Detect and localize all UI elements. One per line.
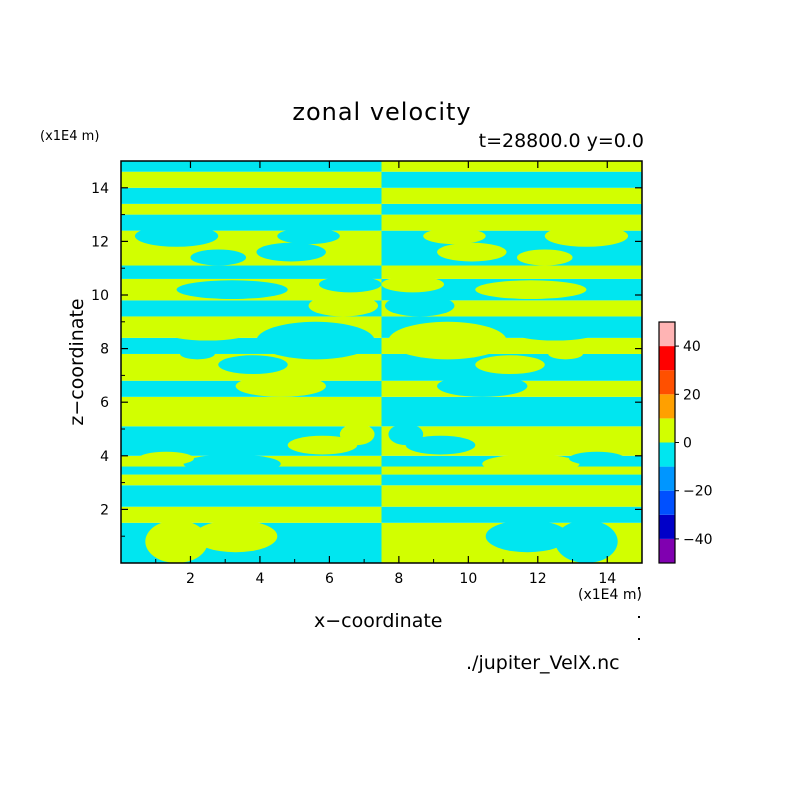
field-blob: [166, 324, 250, 341]
field-band-right: [381, 265, 642, 279]
field-blob: [544, 225, 629, 247]
field-blob: [384, 295, 455, 317]
colorbar-level: [659, 538, 675, 563]
x-tick-label: 10: [459, 571, 477, 587]
plot-frame: [120, 160, 643, 564]
x-tick-label: 14: [598, 571, 616, 587]
field-blob: [482, 454, 580, 474]
field-band-left: [121, 161, 382, 172]
field-band-right: [381, 485, 642, 507]
y-tick-label: 12: [91, 234, 109, 250]
field-blob: [475, 280, 587, 300]
field-band-left: [121, 171, 382, 188]
field-blob: [277, 228, 340, 245]
field-band-left: [121, 474, 382, 486]
field-blob: [190, 249, 247, 266]
x-tick-label: 6: [325, 571, 334, 587]
colorbar-level: [659, 442, 675, 467]
y-tick-label: 8: [100, 342, 109, 358]
field-blob: [218, 355, 288, 375]
field-blob: [437, 242, 507, 262]
x-axis-unit: (x1E4 m): [578, 587, 642, 603]
x-axis-label: x−coordinate: [314, 610, 443, 632]
colorbar-level: [659, 514, 675, 539]
field-band-right: [381, 203, 642, 215]
colorbar-level: [659, 346, 675, 371]
y-tick-label: 6: [100, 395, 109, 411]
field-blob: [381, 232, 417, 246]
colorbar-tick-label: −20: [683, 484, 713, 500]
y-tick-label: 10: [91, 288, 109, 304]
field-band-right: [381, 161, 642, 172]
field-blob: [287, 435, 358, 455]
x-tick-label: 2: [186, 571, 195, 587]
y-tick-label: 14: [91, 181, 109, 197]
field-blob: [346, 232, 382, 246]
field-band-left: [121, 187, 382, 204]
field-blob: [569, 451, 625, 466]
field-blob: [256, 242, 326, 262]
colorbar-level: [659, 418, 675, 443]
field-blob: [193, 520, 278, 553]
colorbar-level: [659, 394, 675, 419]
field-blob: [256, 321, 375, 360]
field-blob: [381, 276, 445, 293]
field-blob: [437, 375, 528, 397]
field-blob: [555, 520, 618, 563]
field-band-right: [381, 187, 642, 204]
field-blob: [180, 348, 215, 360]
x-tick-label: 8: [394, 571, 403, 587]
field-blob: [548, 348, 583, 360]
marker-dot: [638, 587, 640, 589]
colorbar-level: [659, 370, 675, 395]
field-blob: [145, 520, 208, 563]
field-band-left: [121, 265, 382, 279]
field-blob: [513, 324, 597, 341]
chart-subtitle: t=28800.0 y=0.0: [478, 130, 644, 152]
field-blob: [134, 225, 219, 247]
field-band-right: [381, 171, 642, 188]
field-band-left: [121, 203, 382, 215]
field-blob: [339, 423, 375, 446]
field-band-right: [381, 396, 642, 427]
x-tick-label: 4: [255, 571, 264, 587]
y-tick-label: 2: [100, 502, 109, 518]
y-tick-label: 4: [100, 449, 109, 465]
x-tick-label: 12: [529, 571, 547, 587]
chart-title: zonal velocity: [292, 98, 472, 126]
colorbar-tick-label: 20: [683, 387, 701, 403]
colorbar-level: [659, 322, 675, 347]
colorbar-level: [659, 466, 675, 491]
field-blob: [235, 375, 326, 397]
y-axis-unit: (x1E4 m): [40, 129, 100, 144]
field-blob: [485, 520, 570, 553]
colorbar-tick-label: 40: [683, 339, 701, 355]
field-blob: [475, 355, 545, 375]
field-blob: [318, 276, 382, 293]
colorbar-tick-label: 0: [683, 436, 692, 452]
colorbar-tick-label: −40: [683, 532, 713, 548]
field-blob: [423, 228, 486, 245]
field-band-left: [121, 396, 382, 427]
colorbar-level: [659, 490, 675, 515]
field-band-right: [381, 474, 642, 486]
field-blob: [405, 435, 476, 455]
field-blob: [183, 454, 281, 474]
field-blob: [138, 451, 194, 466]
field-band-left: [121, 485, 382, 507]
field-blob: [308, 295, 379, 317]
field-blob: [176, 280, 288, 300]
marker-dot: [638, 616, 640, 618]
field-band-right: [381, 506, 642, 523]
source-filename: ./jupiter_VelX.nc: [466, 652, 620, 674]
field-blob: [516, 249, 573, 266]
field-blob: [388, 423, 424, 446]
field-band-left: [121, 506, 382, 523]
field-blob: [388, 321, 507, 360]
marker-dot: [638, 638, 640, 640]
